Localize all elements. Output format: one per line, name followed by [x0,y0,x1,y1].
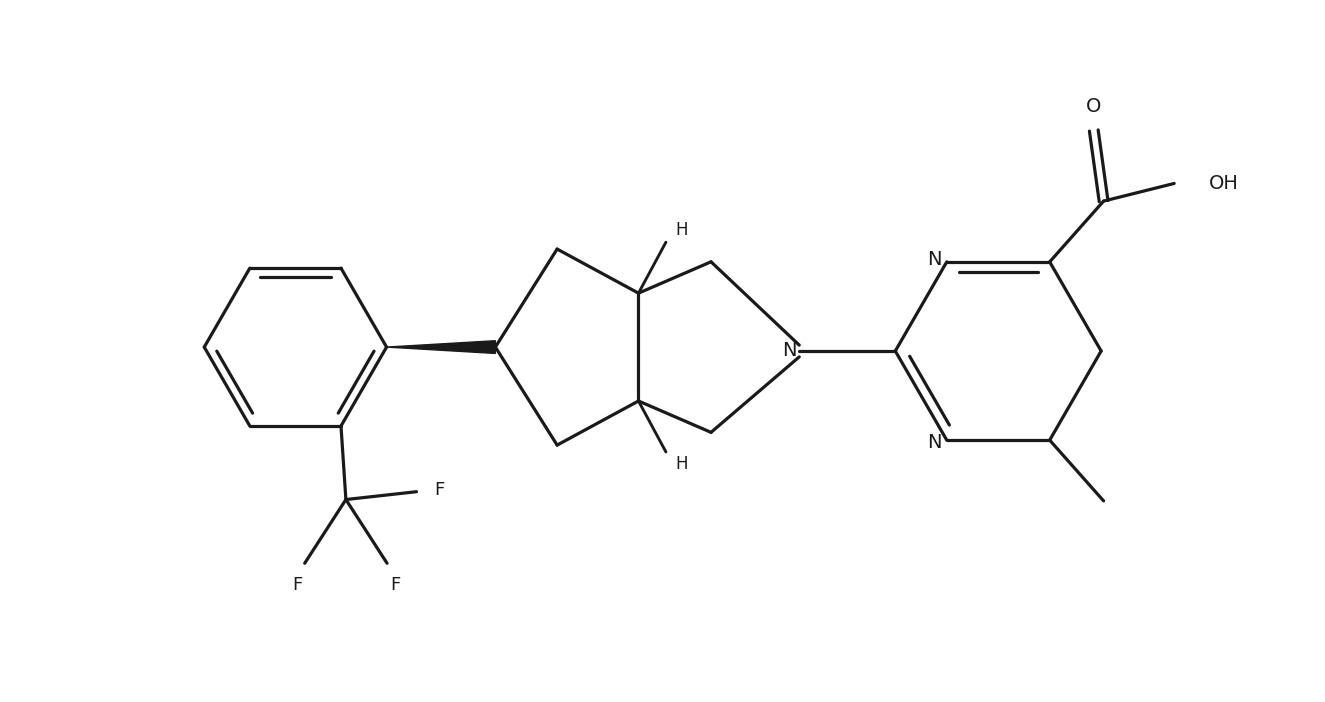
Text: H: H [676,221,688,239]
Text: N: N [927,432,942,451]
Text: F: F [435,481,444,498]
Text: F: F [390,576,400,594]
Text: H: H [676,455,688,472]
Text: F: F [292,576,302,594]
Text: OH: OH [1208,174,1239,193]
Text: N: N [927,251,942,270]
Polygon shape [387,340,496,353]
Text: N: N [782,341,796,361]
Text: O: O [1086,96,1101,116]
